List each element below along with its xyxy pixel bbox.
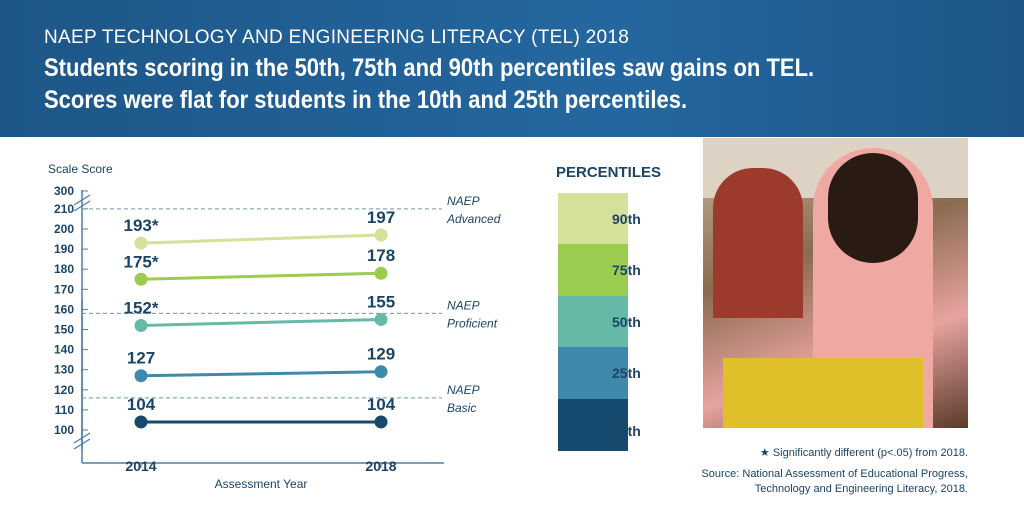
headline-line-2: Scores were flat for students in the 10t… <box>44 86 688 114</box>
x-axis-label: Assessment Year <box>215 477 308 491</box>
y-tick-label: 210 <box>54 202 74 216</box>
legend-swatch-75th <box>558 244 628 297</box>
series-line-25th <box>140 370 382 378</box>
legend-label: 25th <box>612 365 641 382</box>
legend-swatch-50th <box>558 295 628 348</box>
reference-label: Proficient <box>447 316 498 330</box>
data-point-10th <box>134 415 148 429</box>
footnote-text: Significantly different (p<.05) from 201… <box>772 447 968 459</box>
reference-label: Basic <box>447 401 476 415</box>
source: Source: National Assessment of Education… <box>701 467 968 497</box>
headline-line-1: Students scoring in the 50th, 75th and 9… <box>44 54 815 82</box>
data-point-50th <box>374 312 388 326</box>
y-tick-label: 300 <box>54 184 74 198</box>
y-tick-label: 150 <box>54 323 74 337</box>
y-tick-label: 140 <box>54 343 74 357</box>
data-point-10th <box>374 415 388 429</box>
data-label: 127 <box>127 349 155 368</box>
data-label: 155 <box>367 292 395 311</box>
y-tick-label: 120 <box>54 383 74 397</box>
data-point-90th <box>134 236 148 250</box>
data-label: 152* <box>124 298 159 317</box>
y-tick-label: 200 <box>54 222 74 236</box>
x-tick-label: 2014 <box>125 458 156 474</box>
data-label: 129 <box>367 345 395 364</box>
data-label: 178 <box>367 246 395 265</box>
legend-label: 10th <box>612 422 641 439</box>
series-line-50th <box>140 317 382 327</box>
header-banner: NAEP TECHNOLOGY AND ENGINEERING LITERACY… <box>0 0 1024 137</box>
axis-break-icon <box>73 432 91 450</box>
data-label: 193* <box>124 216 159 235</box>
data-point-25th <box>134 369 148 383</box>
reference-label: NAEP <box>447 383 480 397</box>
x-tick-label: 2018 <box>365 458 396 474</box>
series-line-75th <box>140 271 382 281</box>
y-tick-label: 170 <box>54 282 74 296</box>
source-line-1: Source: National Assessment of Education… <box>701 468 968 480</box>
y-tick-label: 160 <box>54 302 74 316</box>
axis-break-icon <box>73 194 91 212</box>
data-label: 104 <box>367 395 396 414</box>
series-line-90th <box>140 233 382 245</box>
footnote: ★ Significantly different (p<.05) from 2… <box>760 446 968 459</box>
line-chart: Scale Score 300 100 110 120 130 140 150 160 170 18… <box>48 162 501 491</box>
y-tick-label: 130 <box>54 363 74 377</box>
legend-title: PERCENTILES <box>556 164 662 181</box>
source-line-2: Technology and Engineering Literacy, 201… <box>754 483 968 495</box>
reference-label: Advanced <box>446 212 501 226</box>
data-label: 104 <box>127 395 156 414</box>
y-axis-label: Scale Score <box>48 162 113 176</box>
y-tick-label: 180 <box>54 262 74 276</box>
data-point-75th <box>134 272 148 286</box>
headline: Students scoring in the 50th, 75th and 9… <box>44 52 814 116</box>
student-robot-arm-photo <box>703 138 968 428</box>
data-point-75th <box>374 266 388 280</box>
legend-swatch-25th <box>558 347 628 400</box>
y-tick-label: 190 <box>54 242 74 256</box>
y-tick-label: 100 <box>54 423 74 437</box>
y-tick-label: 110 <box>55 403 75 417</box>
legend-label: 75th <box>612 262 641 279</box>
legend-label: 90th <box>612 211 641 227</box>
data-point-90th <box>374 228 388 242</box>
legend-swatch-90th <box>558 193 628 245</box>
data-point-25th <box>374 365 388 379</box>
kicker: NAEP TECHNOLOGY AND ENGINEERING LITERACY… <box>44 27 630 48</box>
reference-label: NAEP <box>447 194 480 208</box>
star-icon: ★ <box>759 447 770 459</box>
data-point-50th <box>134 318 148 332</box>
legend-label: 50th <box>612 313 641 330</box>
legend-swatch-10th <box>558 398 628 451</box>
data-label: 175* <box>124 252 159 271</box>
data-label: 197 <box>367 208 395 227</box>
reference-label: NAEP <box>447 298 480 312</box>
